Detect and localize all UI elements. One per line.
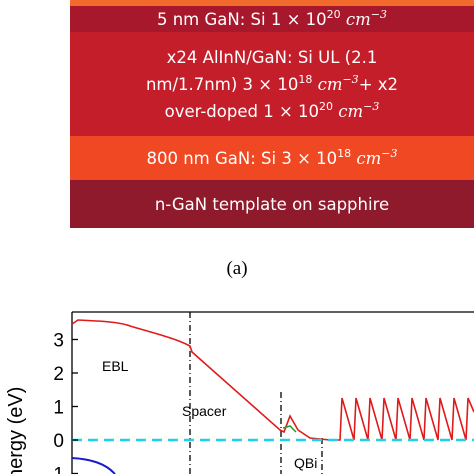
layer-text: 800 nm GaN: Si 3 × 10 (146, 148, 338, 168)
layer-text: 5 nm GaN: Si 1 × 10 (156, 9, 327, 29)
layer-text: 18 (298, 72, 313, 86)
layer-text: 20 (326, 7, 341, 21)
layer-text: −3 (363, 99, 380, 113)
y-tick-label: 0 (53, 431, 64, 452)
layer: x24 AlInN/GaN: Si UL (2.1 nm/1.7nm) 3 × … (70, 32, 474, 136)
layer-text: over-doped 1 × 10 (164, 101, 320, 121)
layer-text: n-GaN template on sapphire (154, 194, 390, 214)
layer-top (70, 0, 474, 6)
layer-text: nm/1.7nm) 3 × 10 (145, 74, 299, 94)
layer-text: x24 AlInN/GaN: Si UL (2.1 (166, 47, 378, 67)
layer-text: −3 (342, 72, 359, 86)
layer-text: cm (351, 148, 382, 168)
conduction-band (71, 319, 474, 441)
y-axis-label: Energy (eV) (5, 387, 27, 474)
layer-text: + x2 (358, 74, 399, 94)
y-tick-label: 1 (53, 398, 64, 419)
caption: (a) (226, 258, 248, 279)
layer: 800 nm GaN: Si 3 × 1018 cm−3 (70, 136, 474, 180)
layer-text: cm (333, 101, 364, 121)
region-label: EBL (102, 358, 129, 374)
layer: 5 nm GaN: Si 1 × 1020 cm−3 (70, 6, 474, 32)
layer-text: −3 (370, 7, 388, 21)
layer-text: −3 (381, 146, 398, 160)
layer-text: cm (312, 74, 343, 94)
layer-text: 18 (337, 146, 352, 160)
y-tick-label: 3 (53, 331, 64, 352)
region-label: QBi (294, 455, 317, 471)
layer-text: 20 (319, 99, 334, 113)
quasi-fermi (282, 425, 297, 433)
valence-band (71, 457, 116, 474)
y-tick-label: 2 (53, 364, 64, 385)
layer: n-GaN template on sapphire (70, 180, 474, 228)
y-tick-label: -1 (47, 465, 64, 474)
region-label: Spacer (182, 403, 227, 419)
layer-text: cm (340, 9, 371, 29)
